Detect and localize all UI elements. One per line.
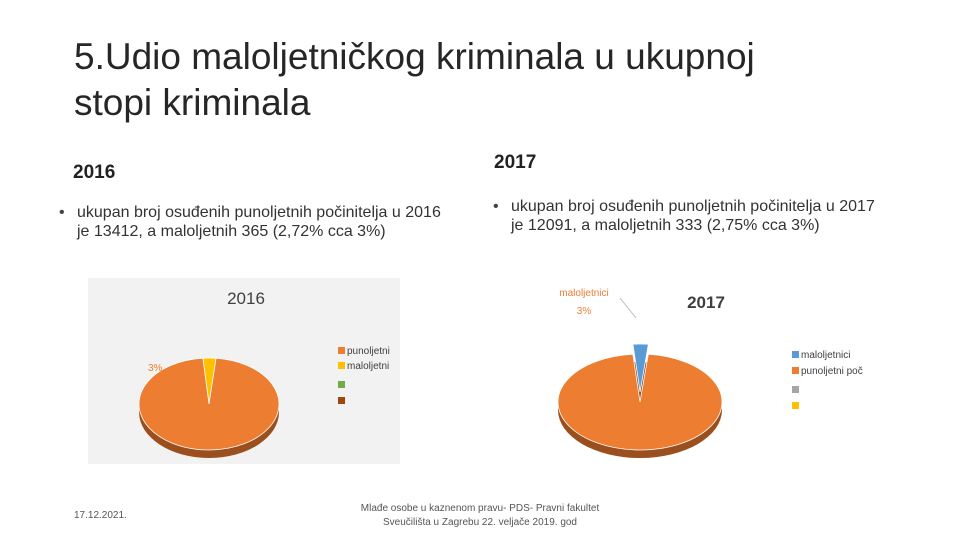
- slide-title-line2: stopi kriminala: [74, 82, 311, 123]
- legend-label: maloljetni: [347, 361, 389, 372]
- chart-2016-label-maloljetni: 3%: [148, 363, 163, 374]
- legend-swatch: [792, 402, 799, 409]
- legend-swatch: [792, 386, 799, 393]
- legend-swatch: [338, 362, 345, 369]
- chart-2017-label-punoljetni-name2: poč.: [631, 421, 650, 432]
- chart-2017: 2017 maloljetnici 3% punoljetni poč. 97%…: [540, 278, 890, 468]
- heading-2016: 2016: [73, 162, 116, 183]
- bullet-2016-text: ukupan broj osuđenih punoljetnih počinit…: [77, 204, 441, 240]
- chart-2017-legend: maloljetnici punoljetni poč: [792, 350, 863, 409]
- slide-title-line1: 5.Udio maloljetničkog kriminala u ukupno…: [74, 36, 755, 77]
- legend-label: punoljetni poč: [801, 366, 863, 377]
- chart-2017-leader-line: [619, 297, 637, 319]
- chart-2016-label-punoljetni: 97%: [200, 425, 220, 436]
- legend-swatch: [792, 351, 799, 358]
- chart-2017-pie: [557, 343, 723, 451]
- chart-2017-svg: 2017 maloljetnici 3% punoljetni poč. 97%…: [557, 288, 863, 458]
- bullet-2017-text: ukupan broj osuđenih punoljetnih počinit…: [511, 198, 875, 234]
- chart-2016-pie: [138, 357, 280, 451]
- chart-2016: 2016 3% 97% punoljetni maloljetni: [88, 278, 400, 464]
- footer-date: 17.12.2021.: [74, 510, 127, 521]
- chart-2017-slice-maloljetnici: [632, 343, 649, 393]
- chart-2016-svg: 2016 3% 97% punoljetni maloljetni: [138, 289, 390, 458]
- legend-swatch: [792, 367, 799, 374]
- footer-line1: Mlađe osobe u kaznenom pravu- PDS- Pravn…: [360, 503, 600, 514]
- chart-2017-title: 2017: [687, 293, 725, 312]
- chart-2017-label-maloljetnici-name: maloljetnici: [559, 288, 608, 299]
- heading-2017: 2017: [494, 152, 537, 173]
- chart-2017-slice-punoljetni-po: [557, 353, 723, 451]
- legend-label: punoljetni: [347, 346, 390, 357]
- bullet-2016: • ukupan broj osuđenih punoljetnih počin…: [59, 203, 457, 241]
- chart-2017-label-punoljetni-value: 97%: [630, 436, 650, 447]
- chart-2016-legend: punoljetni maloljetni: [338, 346, 390, 404]
- chart-2016-title: 2016: [227, 289, 265, 308]
- legend-swatch: [338, 347, 345, 354]
- legend-label: maloljetnici: [801, 350, 850, 361]
- chart-2016-slice-punoljetni: [138, 357, 280, 451]
- bullet-dot-icon: •: [59, 204, 65, 221]
- chart-2017-label-punoljetni-name: punoljetni: [619, 406, 662, 417]
- chart-2017-label-maloljetnici-value: 3%: [577, 306, 592, 317]
- slide-title: 5.Udio maloljetničkog kriminala u ukupno…: [74, 34, 894, 126]
- legend-swatch: [338, 397, 345, 404]
- footer-line2: Sveučilišta u Zagrebu 22. veljače 2019. …: [382, 517, 577, 528]
- footer-text: Mlađe osobe u kaznenom pravu- PDS- Pravn…: [330, 502, 630, 530]
- bullet-dot-icon: •: [493, 198, 499, 215]
- legend-swatch: [338, 381, 345, 388]
- bullet-2017: • ukupan broj osuđenih punoljetnih počin…: [493, 197, 891, 235]
